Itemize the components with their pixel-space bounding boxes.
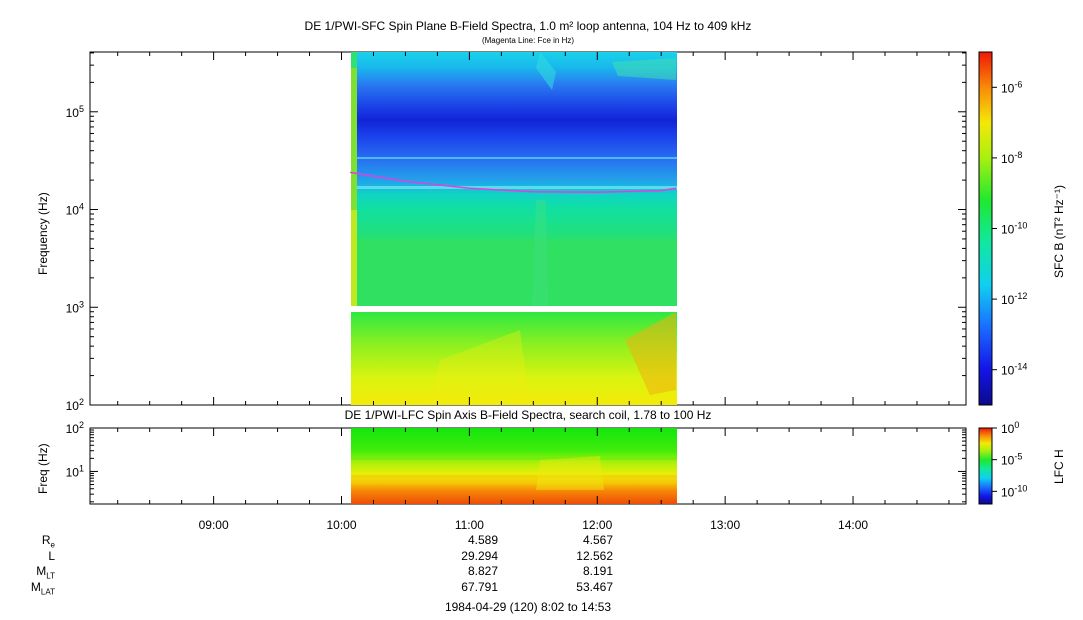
ephem-value: 12.562	[576, 549, 613, 563]
ephem-label-mlt: MLT	[36, 564, 55, 581]
ephem-value: 4.567	[582, 533, 613, 547]
x-tick-label: 13:00	[710, 518, 740, 532]
y-tick-label: 105	[66, 104, 84, 120]
y-tick-label: 102	[66, 397, 84, 413]
ephem-label-mlat: MLAT	[30, 580, 55, 597]
x-tick-label: 09:00	[199, 518, 229, 532]
ephem-value: 4.589	[467, 533, 498, 547]
bottom-y-axis-label: Freq (Hz)	[36, 443, 50, 494]
colorbar-tick-label: 10-12	[1001, 291, 1027, 307]
ephem-value: 8.827	[467, 564, 498, 578]
top-panel-title: DE 1/PWI-SFC Spin Plane B-Field Spectra,…	[304, 19, 752, 33]
sfc-data-gap	[357, 306, 677, 312]
sfc-leading-column	[351, 52, 357, 306]
x-tick-label: 10:00	[326, 518, 356, 532]
x-tick-label: 12:00	[582, 518, 612, 532]
colorbar-tick-label: 10-14	[1001, 362, 1027, 378]
sfc-colorbar-label: SFC B (nT² Hz⁻¹)	[1052, 185, 1066, 278]
top-panel-subtitle: (Magenta Line: Fce in Hz)	[481, 36, 575, 45]
lfc-spectrogram	[351, 428, 677, 504]
ephem-value: 53.467	[576, 580, 613, 594]
date-range: 1984-04-29 (120) 8:02 to 14:53	[444, 600, 612, 614]
bottom-panel-title: DE 1/PWI-LFC Spin Axis B-Field Spectra, …	[344, 408, 712, 422]
ephem-label-l: L	[48, 549, 55, 563]
sfc-high-band	[357, 52, 677, 306]
x-tick-label: 11:00	[455, 518, 484, 532]
ephem-value: 8.191	[582, 564, 613, 578]
colorbar-tick-label: 100	[1001, 420, 1019, 436]
fce-line	[349, 171, 677, 194]
colorbar-tick-label: 10-5	[1001, 452, 1022, 468]
sfc-spectrogram	[351, 52, 677, 405]
ephem-label-re: Re	[41, 533, 55, 550]
y-tick-label: 103	[66, 299, 84, 315]
top-y-axis-label: Frequency (Hz)	[36, 192, 50, 275]
y-tick-label: 101	[66, 463, 84, 479]
x-tick-label: 14:00	[838, 518, 868, 532]
colorbar-tick-label: 10-10	[1001, 483, 1027, 499]
sfc-low-band	[351, 312, 677, 405]
colorbar-tick-label: 10-8	[1001, 150, 1022, 166]
sfc-colorbar	[978, 51, 993, 406]
ephem-value: 29.294	[461, 549, 498, 563]
axis-ticks: 102 103 104 105 101 102 09:00 10:00 11:00 12:00 13…	[66, 52, 1027, 532]
lfc-colorbar-label: LFC H	[1052, 449, 1066, 484]
colorbar-tick-label: 10-10	[1001, 221, 1027, 237]
lfc-band	[351, 428, 677, 504]
colorbar-tick-label: 10-6	[1001, 79, 1022, 95]
y-tick-label: 102	[66, 420, 84, 436]
ephem-value: 67.791	[461, 580, 498, 594]
lfc-colorbar	[978, 427, 993, 505]
y-tick-label: 104	[66, 202, 84, 218]
